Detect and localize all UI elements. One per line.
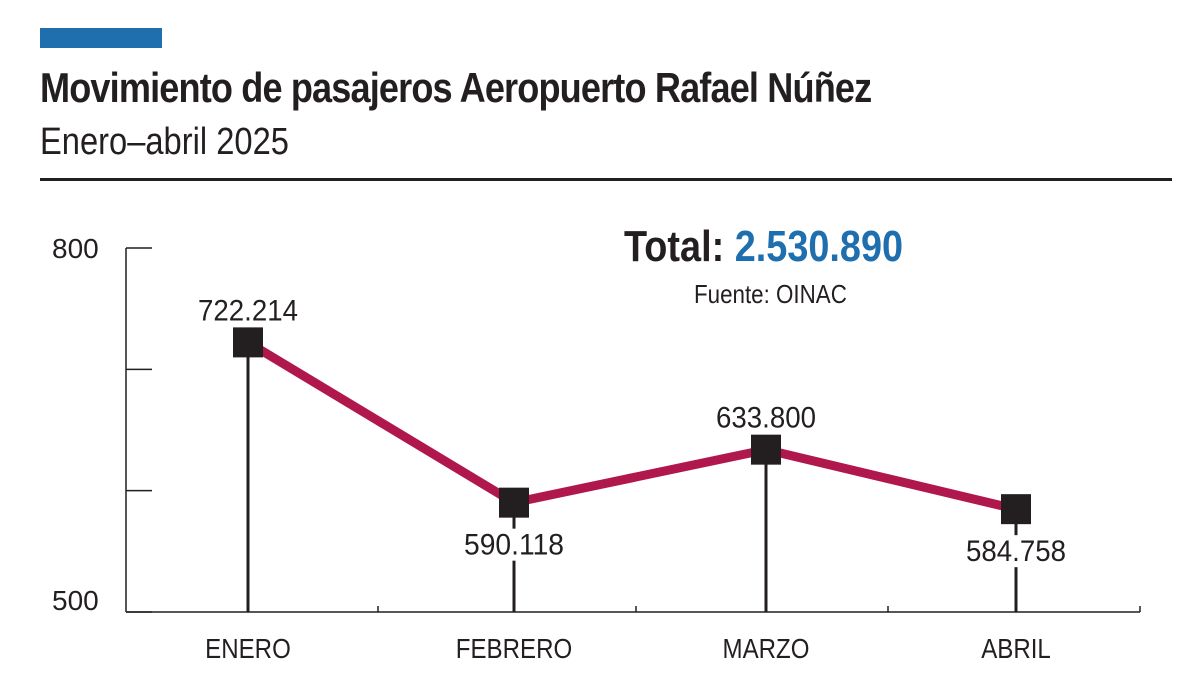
y-tick-label: 800 (52, 233, 99, 264)
data-label-backdrop (462, 528, 566, 561)
x-category-label: ABRIL (981, 632, 1051, 664)
data-label-backdrop (964, 535, 1068, 568)
x-category-label: ENERO (205, 632, 291, 664)
source-note: Fuente: OINAC (694, 279, 847, 309)
x-category-label: MARZO (723, 632, 810, 664)
x-category-label: FEBRERO (456, 632, 572, 664)
chart-title: Movimiento de pasajeros Aeropuerto Rafae… (40, 64, 872, 111)
header-divider (40, 178, 1172, 181)
total-summary: Total: 2.530.890 (624, 220, 903, 274)
y-tick-label: 500 (52, 585, 99, 616)
total-value: 2.530.890 (734, 222, 904, 271)
data-label: 590.118 (464, 529, 564, 562)
chart-subtitle: Enero–abril 2025 (40, 121, 289, 163)
total-label: Total: (624, 222, 725, 271)
data-marker (499, 487, 529, 518)
data-label: 584.758 (966, 535, 1066, 568)
series-line (243, 337, 1021, 514)
data-marker (233, 327, 263, 358)
data-label: 633.800 (716, 402, 816, 435)
data-label: 722.214 (198, 294, 298, 327)
accent-bar (40, 28, 162, 48)
data-marker (1001, 494, 1031, 525)
data-marker (751, 434, 781, 465)
